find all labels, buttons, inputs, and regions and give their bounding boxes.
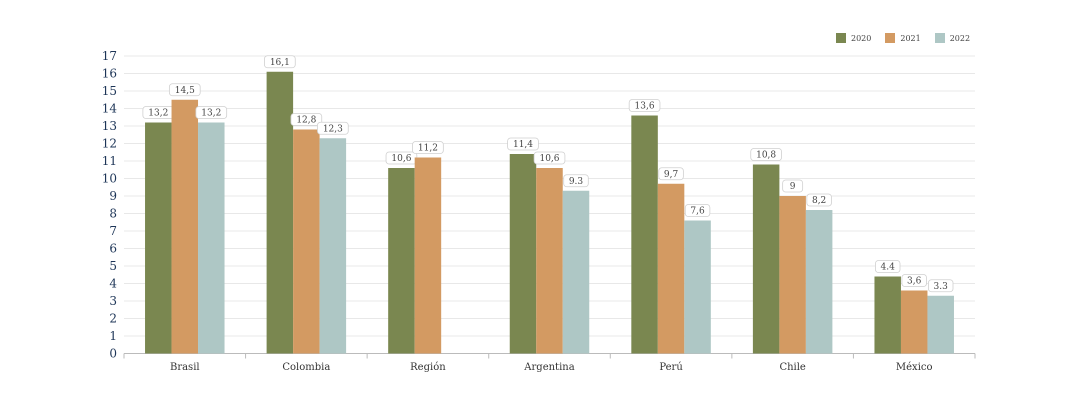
bar-2022 <box>805 210 833 354</box>
bar-2021 <box>900 290 928 354</box>
bar-2022 <box>684 220 711 354</box>
data-label: 4.4 <box>881 263 896 273</box>
bar-2022 <box>927 295 954 354</box>
data-label-box <box>928 279 954 293</box>
data-label-box <box>563 174 589 188</box>
bar-2020 <box>874 276 901 354</box>
bar-2021 <box>293 129 320 354</box>
data-label: 11,4 <box>513 140 533 150</box>
data-label: 8,2 <box>812 196 826 206</box>
y-tick-label: 10 <box>102 172 117 186</box>
y-tick-label: 9 <box>109 189 117 203</box>
y-tick-label: 15 <box>102 84 117 98</box>
y-tick-label: 12 <box>102 137 117 151</box>
data-label: 10,8 <box>756 151 776 161</box>
y-tick-label: 16 <box>102 67 117 81</box>
x-tick-label: México <box>896 362 933 373</box>
data-label: 13,6 <box>635 102 655 112</box>
data-label: 3.3 <box>934 282 949 292</box>
legend-label-2021: 2021 <box>900 33 921 43</box>
data-label-box <box>533 151 566 165</box>
legend-item-2021: 2021 <box>885 33 921 43</box>
y-tick-label: 13 <box>102 119 117 133</box>
bar-2022 <box>319 138 347 354</box>
legend-label-2020: 2020 <box>851 33 872 43</box>
data-label-box <box>290 113 323 126</box>
bar-2021 <box>171 99 199 354</box>
data-label: 9 <box>790 182 796 192</box>
data-label-box <box>264 55 296 69</box>
data-label-box <box>782 179 804 193</box>
y-tick-label: 8 <box>109 207 117 221</box>
y-tick-label: 2 <box>109 312 117 326</box>
y-tick-label: 11 <box>102 154 117 168</box>
y-tick-label: 0 <box>109 347 117 361</box>
legend-swatch-2021 <box>885 33 896 43</box>
y-tick-label: 4 <box>109 277 117 291</box>
data-label-box <box>684 204 711 217</box>
x-tick-label: Región <box>410 362 446 373</box>
bar-2021 <box>414 157 442 354</box>
y-tick-label: 6 <box>109 242 117 256</box>
y-tick-label: 5 <box>109 259 117 273</box>
data-label: 13,2 <box>148 109 168 119</box>
bar-2020 <box>752 164 780 354</box>
legend-item-2020: 2020 <box>836 33 871 43</box>
y-tick-label: 7 <box>109 224 117 238</box>
bar-2021 <box>536 168 563 354</box>
data-label: 9,7 <box>664 170 679 180</box>
data-label-box <box>628 99 661 112</box>
bar-2020 <box>266 71 294 354</box>
x-tick-label: Argentina <box>523 362 574 373</box>
legend-label-2022: 2022 <box>949 33 971 43</box>
data-label-box <box>195 106 228 119</box>
data-label: 12,3 <box>323 124 343 134</box>
data-label: 10,6 <box>539 154 559 164</box>
chart-legend: 2020 2021 2022 <box>836 33 970 43</box>
x-tick-label: Colombia <box>282 362 330 373</box>
y-tick-label: 14 <box>102 102 118 116</box>
data-label: 14,5 <box>175 86 195 96</box>
data-label-box <box>806 193 832 207</box>
data-label: 9.3 <box>569 177 584 187</box>
bar-2020 <box>388 168 415 354</box>
bar-2022 <box>562 190 590 354</box>
bar-2021 <box>779 196 806 354</box>
x-tick-label: Chile <box>779 362 805 373</box>
data-label-box <box>168 83 201 97</box>
data-label: 10,6 <box>391 154 411 164</box>
data-label-box <box>658 167 684 181</box>
legend-swatch-2020 <box>836 33 846 43</box>
bar-2021 <box>657 183 685 354</box>
data-label: 11,2 <box>418 144 438 154</box>
data-label-box <box>507 137 539 151</box>
legend-swatch-2022 <box>934 33 945 43</box>
bar-2022 <box>198 122 225 354</box>
bar-2020 <box>509 154 537 354</box>
data-label: 7,6 <box>690 207 705 217</box>
data-label: 3,6 <box>907 277 922 287</box>
y-tick-label: 17 <box>102 49 117 63</box>
data-label: 16,1 <box>270 58 290 68</box>
x-tick-label: Brasil <box>170 362 200 373</box>
data-label-box <box>317 121 349 135</box>
data-label: 12,8 <box>296 116 316 126</box>
x-tick-label: Perú <box>659 362 683 373</box>
legend-item-2022: 2022 <box>934 33 971 43</box>
data-label-box <box>750 148 782 161</box>
data-label: 13,2 <box>201 109 221 119</box>
data-label-box <box>412 141 444 154</box>
bar-2020 <box>631 115 658 354</box>
bar-2020 <box>145 122 172 354</box>
data-label-box <box>875 260 901 273</box>
data-label-box <box>901 274 927 287</box>
y-tick-label: 3 <box>109 294 117 308</box>
y-tick-label: 1 <box>109 329 117 343</box>
